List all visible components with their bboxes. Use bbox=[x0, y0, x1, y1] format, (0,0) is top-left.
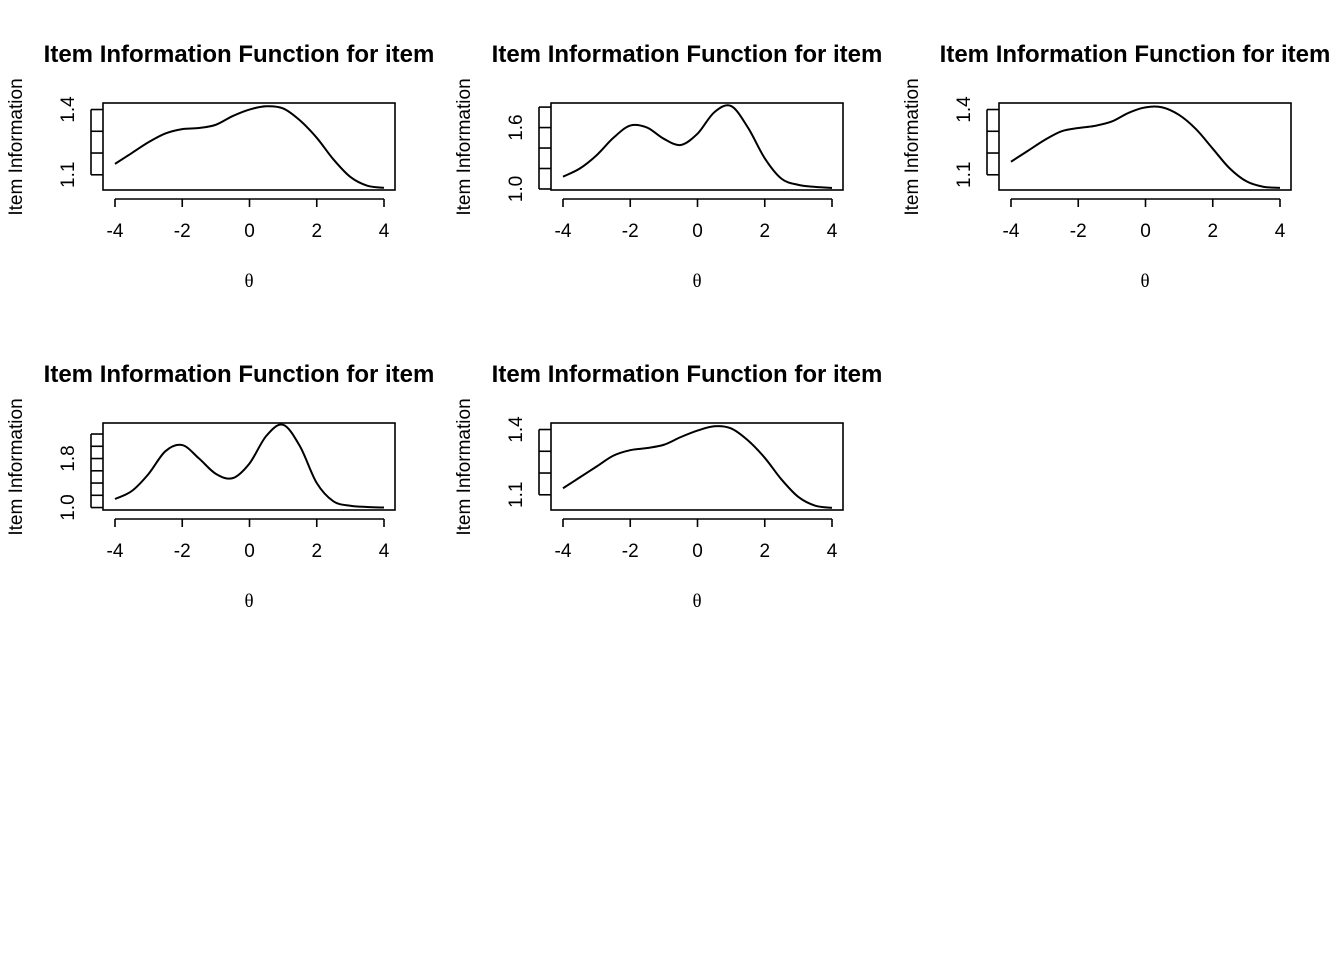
chart-title: Item Information Function for item bbox=[940, 41, 1331, 68]
y-tick-label: 1.1 bbox=[506, 482, 527, 508]
chart-title: Item Information Function for item bbox=[492, 41, 883, 68]
y-axis-label: Item Information bbox=[6, 398, 27, 535]
y-axis-label: Item Information bbox=[454, 398, 475, 535]
chart-panel-2: Item Information Function for item Item I… bbox=[454, 41, 882, 292]
x-tick-label: -4 bbox=[107, 221, 124, 242]
x-tick-label: -2 bbox=[622, 541, 639, 562]
x-tick-label: -4 bbox=[1003, 221, 1020, 242]
y-tick-label: 1.1 bbox=[954, 162, 975, 188]
x-tick-label: -2 bbox=[174, 221, 191, 242]
y-tick-label: 1.6 bbox=[506, 114, 527, 140]
y-tick-label: 1.4 bbox=[954, 96, 975, 123]
plot-frame bbox=[998, 102, 1292, 191]
x-tick-label: 0 bbox=[244, 221, 255, 242]
x-axis-label: θ bbox=[1140, 271, 1149, 292]
x-tick-label: 2 bbox=[1207, 221, 1218, 242]
y-axis-label: Item Information bbox=[454, 78, 475, 215]
x-tick-label: 4 bbox=[1275, 221, 1286, 242]
plot-frame bbox=[102, 102, 396, 191]
y-tick-label: 1.8 bbox=[58, 445, 79, 471]
x-tick-label: -2 bbox=[174, 541, 191, 562]
y-tick-label: 1.0 bbox=[58, 494, 79, 520]
chart-panel-4: Item Information Function for item Item I… bbox=[6, 361, 434, 612]
x-tick-label: 2 bbox=[759, 221, 770, 242]
x-tick-label: -4 bbox=[555, 541, 572, 562]
x-tick-label: 4 bbox=[379, 541, 390, 562]
information-curve bbox=[114, 105, 385, 189]
y-tick-label: 1.4 bbox=[58, 96, 79, 123]
x-tick-label: -4 bbox=[107, 541, 124, 562]
x-tick-label: -4 bbox=[555, 221, 572, 242]
chart-title: Item Information Function for item bbox=[44, 41, 435, 68]
x-tick-label: 2 bbox=[759, 541, 770, 562]
y-tick-label: 1.1 bbox=[58, 162, 79, 188]
information-curve bbox=[562, 104, 833, 189]
x-tick-label: 0 bbox=[692, 541, 703, 562]
chart-title: Item Information Function for item bbox=[492, 361, 883, 388]
x-tick-label: 2 bbox=[311, 221, 322, 242]
plot-frame bbox=[102, 422, 396, 511]
x-axis-label: θ bbox=[692, 271, 701, 292]
x-axis-label: θ bbox=[692, 591, 701, 612]
chart-panel-3: Item Information Function for item Item I… bbox=[902, 41, 1330, 292]
chart-title: Item Information Function for item bbox=[44, 361, 435, 388]
chart-panel-5: Item Information Function for item Item I… bbox=[454, 361, 882, 612]
y-tick-label: 1.0 bbox=[506, 176, 527, 202]
y-axis-label: Item Information bbox=[902, 78, 923, 215]
x-tick-label: 4 bbox=[827, 221, 838, 242]
information-curve bbox=[114, 423, 385, 509]
x-tick-label: 2 bbox=[311, 541, 322, 562]
x-tick-label: 0 bbox=[244, 541, 255, 562]
x-tick-label: 4 bbox=[827, 541, 838, 562]
information-curve bbox=[562, 425, 833, 509]
x-axis-label: θ bbox=[244, 591, 253, 612]
plot-frame bbox=[550, 422, 844, 511]
x-tick-label: 4 bbox=[379, 221, 390, 242]
x-tick-label: 0 bbox=[1140, 221, 1151, 242]
chart-panel-1: Item Information Function for item Item I… bbox=[6, 41, 434, 292]
x-tick-label: -2 bbox=[1070, 221, 1087, 242]
information-curve bbox=[1010, 105, 1281, 189]
plot-frame bbox=[550, 102, 844, 191]
x-tick-label: -2 bbox=[622, 221, 639, 242]
y-axis-label: Item Information bbox=[6, 78, 27, 215]
y-tick-label: 1.4 bbox=[506, 416, 527, 443]
x-tick-label: 0 bbox=[692, 221, 703, 242]
x-axis-label: θ bbox=[244, 271, 253, 292]
